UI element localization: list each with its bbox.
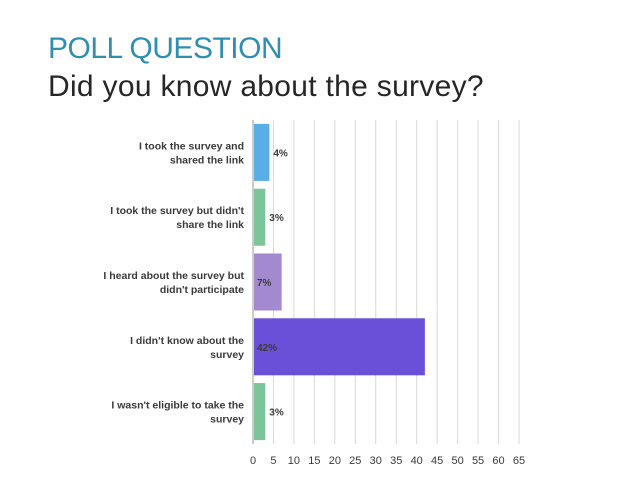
category-label: I took the survey but didn't [110, 205, 244, 217]
poll-question: Did you know about the survey? [48, 70, 484, 103]
bar [254, 383, 266, 441]
category-label: I didn't know about the [130, 335, 244, 347]
bar-value-label: 3% [269, 213, 284, 224]
x-tick-label: 50 [451, 455, 463, 467]
category-label: survey [210, 414, 244, 426]
x-tick-label: 60 [492, 455, 504, 467]
bar-value-label: 3% [269, 408, 284, 419]
x-tick-label: 45 [431, 455, 443, 467]
bar-value-label: 7% [257, 278, 272, 289]
x-tick-label: 55 [472, 455, 484, 467]
x-tick-label: 5 [270, 455, 276, 467]
x-tick-label: 10 [288, 455, 300, 467]
category-label: shared the link [170, 154, 244, 166]
category-label: didn't participate [160, 284, 244, 296]
category-label: share the link [176, 219, 244, 231]
poll-label: POLL QUESTION [48, 32, 283, 65]
category-label: I took the survey and [139, 140, 244, 152]
x-tick-label: 30 [370, 455, 382, 467]
slide-heading: POLL QUESTION Did you know about the sur… [48, 30, 628, 106]
category-label: I heard about the survey but [103, 270, 244, 282]
category-label: I wasn't eligible to take the [111, 400, 244, 412]
x-tick-label: 35 [390, 455, 402, 467]
x-tick-label: 65 [513, 455, 525, 467]
x-tick-label: 20 [329, 455, 341, 467]
bar-value-label: 42% [257, 343, 277, 354]
bar [254, 188, 266, 246]
bar [254, 318, 425, 376]
x-tick-label: 40 [411, 455, 423, 467]
bar [254, 253, 282, 311]
category-label: survey [210, 349, 244, 361]
x-tick-label: 15 [308, 455, 320, 467]
bar [254, 123, 270, 181]
bar-value-label: 4% [273, 148, 288, 159]
x-tick-label: 0 [250, 455, 256, 467]
x-tick-label: 25 [349, 455, 361, 467]
